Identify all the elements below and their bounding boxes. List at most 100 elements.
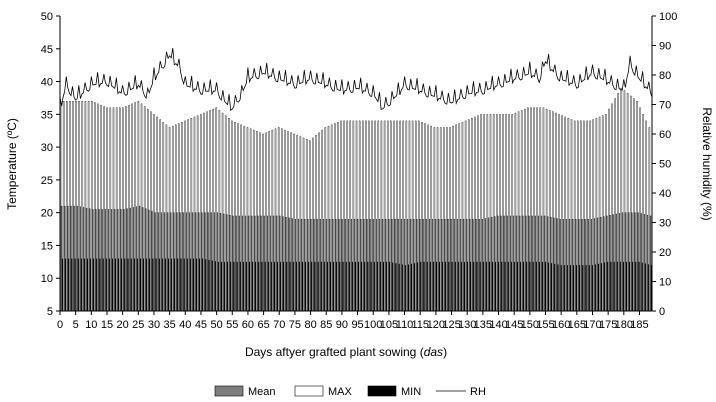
bar-min xyxy=(423,261,425,311)
bar-mean xyxy=(609,215,611,312)
bar-mean xyxy=(101,209,103,312)
bar-min xyxy=(414,263,416,311)
bar-min xyxy=(495,261,497,311)
bar-mean xyxy=(138,205,141,312)
bar-mean xyxy=(173,212,175,312)
rh-line-layer xyxy=(59,47,653,112)
bar-min xyxy=(635,261,637,311)
bar-mean xyxy=(472,219,474,312)
bar-mean xyxy=(363,219,365,312)
bar-min xyxy=(576,265,578,311)
bar-min xyxy=(554,263,556,311)
bar-mean xyxy=(344,219,346,312)
bar-mean xyxy=(197,212,200,312)
bar-mean xyxy=(459,219,462,312)
x-tick-label: 25 xyxy=(132,319,144,331)
bar-min xyxy=(504,261,506,311)
bar-mean xyxy=(229,215,231,312)
bar-min xyxy=(202,258,204,311)
bar-min xyxy=(473,261,475,311)
x-tick-label: 165 xyxy=(568,319,586,331)
bar-mean xyxy=(194,212,197,312)
bar-min xyxy=(538,261,540,311)
x-tick-label: 10 xyxy=(85,319,97,331)
bar-mean xyxy=(444,219,446,312)
bar-mean xyxy=(621,212,624,312)
bar-mean xyxy=(394,219,396,312)
bar-min xyxy=(626,261,628,311)
left-tick-label: 40 xyxy=(41,77,53,89)
bar-min xyxy=(199,258,201,311)
bar-mean xyxy=(169,212,172,312)
bar-min xyxy=(314,261,316,311)
bar-min xyxy=(354,261,356,311)
bar-min xyxy=(211,260,213,311)
bar-mean xyxy=(303,219,306,312)
x-tick-label: 130 xyxy=(458,319,476,331)
x-tick-label: 100 xyxy=(364,319,382,331)
right-tick-label: 10 xyxy=(659,277,671,289)
bar-mean xyxy=(95,209,97,312)
bar-mean xyxy=(294,219,296,312)
legend-label-mean: Mean xyxy=(248,386,276,398)
rh-series-line xyxy=(59,47,653,112)
bar-mean xyxy=(503,215,505,312)
bar-mean xyxy=(521,215,524,312)
legend-swatch-max xyxy=(294,385,324,397)
bar-min xyxy=(149,258,151,311)
bar-mean xyxy=(98,209,100,312)
bar-min xyxy=(87,258,89,311)
bar-mean xyxy=(250,215,253,312)
bar-mean xyxy=(487,217,490,312)
bar-min xyxy=(236,261,238,311)
bar-mean xyxy=(328,219,331,312)
bar-min xyxy=(133,258,135,311)
bar-min xyxy=(192,258,194,311)
legend-label-max: MAX xyxy=(328,386,353,398)
bar-min xyxy=(476,261,478,311)
bar-min xyxy=(404,265,406,311)
bar-min xyxy=(65,258,67,311)
bar-mean xyxy=(381,219,384,312)
bar-min xyxy=(426,261,428,311)
bar-mean xyxy=(584,219,586,312)
bar-mean xyxy=(319,219,321,312)
bar-min xyxy=(551,263,553,311)
bar-mean xyxy=(512,215,515,312)
bar-min xyxy=(105,258,107,311)
bar-min xyxy=(557,264,559,311)
bar-min xyxy=(616,261,618,311)
bar-mean xyxy=(241,215,243,312)
bar-min xyxy=(579,265,581,311)
bar-mean xyxy=(550,217,552,312)
legend: Mean MAX MIN RH xyxy=(214,385,486,398)
bar-min xyxy=(252,261,254,311)
x-tick-label: 170 xyxy=(583,319,601,331)
bar-mean xyxy=(540,215,543,312)
bar-min xyxy=(205,259,207,311)
bar-mean xyxy=(372,219,374,312)
bar-mean xyxy=(353,219,356,312)
bar-mean xyxy=(515,215,518,312)
bar-mean xyxy=(201,212,203,312)
x-tick-label: 85 xyxy=(320,319,332,331)
bar-mean xyxy=(63,205,66,312)
bar-min xyxy=(454,261,456,311)
x-tick-label: 55 xyxy=(226,319,238,331)
bar-mean xyxy=(602,216,605,312)
bar-mean xyxy=(537,215,539,312)
bar-min xyxy=(68,258,70,311)
bar-mean xyxy=(331,219,334,312)
bar-min xyxy=(189,258,191,311)
bar-mean xyxy=(160,212,162,312)
bar-mean xyxy=(553,217,555,312)
bar-mean xyxy=(216,212,219,312)
bar-min xyxy=(545,261,547,311)
bar-mean xyxy=(269,215,272,312)
bar-min xyxy=(488,261,490,311)
bar-mean xyxy=(157,212,159,312)
bar-min xyxy=(632,261,634,311)
bar-min xyxy=(77,258,79,311)
bar-min xyxy=(168,258,170,311)
bar-mean xyxy=(481,219,483,312)
